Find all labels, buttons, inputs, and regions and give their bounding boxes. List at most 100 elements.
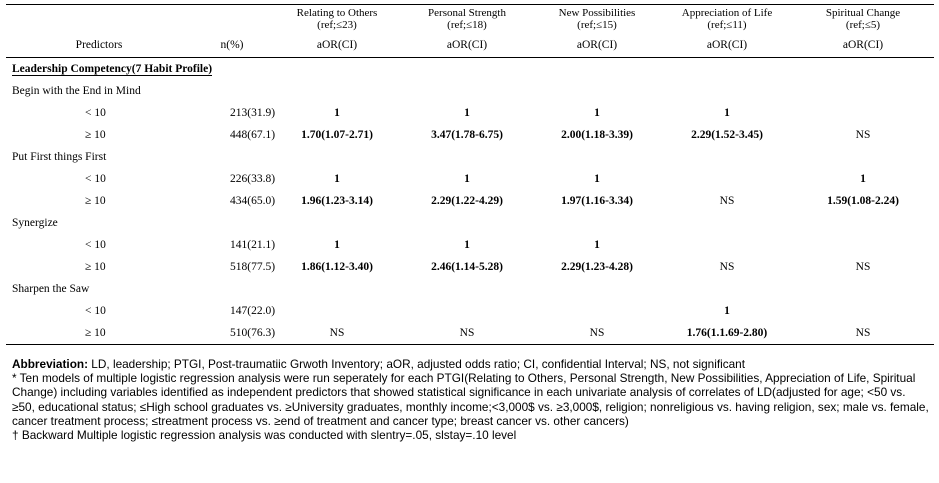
value-cell: 2.29(1.22-4.29) [431,195,503,207]
abbreviation-note: Abbreviation: LD, leadership; PTGI, Post… [12,357,930,371]
regression-table: Relating to Others (ref;≤23) Personal Str… [6,4,934,345]
group-name: Sharpen the Saw [12,283,90,295]
n-cell: 147(22.0) [230,305,276,317]
value-cell [792,234,934,256]
header-col-ref: (ref;≤15) [577,19,617,31]
value-cell: 1 [464,107,470,119]
value-cell [792,102,934,124]
header-row-stats: Predictors n(%) aOR(CI) aOR(CI) aOR(CI) … [6,33,934,58]
header-blank [6,5,192,34]
group-name: Begin with the End in Mind [12,85,141,97]
value-cell: 1.70(1.07-2.71) [301,129,373,141]
group-name: Put First things First [12,151,107,163]
n-cell: 213(31.9) [230,107,276,119]
header-col-name: Personal Strength [428,7,506,19]
value-cell: 1 [860,173,866,185]
header-stat: aOR(CI) [272,33,402,58]
n-cell: 448(67.1) [230,129,276,141]
header-col-name: Appreciation of Life [681,7,773,19]
table-notes: Abbreviation: LD, leadership; PTGI, Post… [12,357,930,442]
value-cell: 1 [594,239,600,251]
n-cell: 518(77.5) [230,261,276,273]
header-col-0: Relating to Others (ref;≤23) [272,5,402,34]
value-cell: NS [855,129,871,141]
level-cell: < 10 [85,239,106,251]
header-col-ref: (ref;≤5) [845,19,881,31]
value-cell: 2.29(1.52-3.45) [691,129,763,141]
footnote-backward: † Backward Multiple logistic regression … [12,428,517,443]
group-row: Synergize [6,212,934,234]
group-row: Sharpen the Saw [6,278,934,300]
value-cell: NS [402,322,532,345]
group-row: Put First things First [6,146,934,168]
value-cell [662,168,792,190]
value-cell: NS [532,322,662,345]
level-cell: ≥ 10 [85,195,106,207]
value-cell [532,300,662,322]
value-cell: 1 [594,107,600,119]
table-row: ≥ 10 510(76.3) NS NS NS 1.76(1.1.69-2.80… [6,322,934,345]
group-name: Synergize [12,217,58,229]
value-cell: NS [719,195,735,207]
header-predictors: Predictors [6,33,192,58]
table-row: < 10 226(33.8) 1 1 1 1 [6,168,934,190]
header-col-ref: (ref;≤18) [447,19,487,31]
value-cell: 1.59(1.08-2.24) [827,195,899,207]
n-cell: 141(21.1) [230,239,276,251]
header-col-4: Spiritual Change (ref;≤5) [792,5,934,34]
value-cell: 1.76(1.1.69-2.80) [662,322,792,345]
value-cell: 1 [334,239,340,251]
header-stat: aOR(CI) [532,33,662,58]
abbreviation-label: Abbreviation: [12,357,89,371]
value-cell [792,300,934,322]
group-row: Begin with the End in Mind [6,80,934,102]
header-stat: aOR(CI) [662,33,792,58]
value-cell: 1.86(1.12-3.40) [301,261,373,273]
value-cell [662,234,792,256]
level-cell: < 10 [85,107,106,119]
header-col-ref: (ref;≤23) [317,19,357,31]
level-cell: ≥ 10 [6,322,192,345]
footnote-models: * Ten models of multiple logistic regres… [12,371,929,428]
value-cell: NS [792,322,934,345]
header-row-outcomes: Relating to Others (ref;≤23) Personal Str… [6,4,934,34]
abbreviation-text: LD, leadership; PTGI, Post-traumatiic Gr… [88,357,746,371]
table-row: ≥ 10 434(65.0) 1.96(1.23-3.14) 2.29(1.22… [6,190,934,212]
header-col-ref: (ref;≤11) [707,19,747,31]
n-cell: 510(76.3) [192,322,275,345]
section-title: Leadership Competency(7 Habit Profile) [6,58,934,81]
table-row: < 10 147(22.0) 1 [6,300,934,322]
value-cell: 1 [334,107,340,119]
table-row: ≥ 10 448(67.1) 1.70(1.07-2.71) 3.47(1.78… [6,124,934,146]
header-blank [192,5,272,34]
header-stat: aOR(CI) [402,33,532,58]
value-cell: NS [719,261,735,273]
value-cell: 3.47(1.78-6.75) [431,129,503,141]
value-cell: 1 [594,173,600,185]
section-title-text: Leadership Competency(7 Habit Profile) [12,63,213,76]
n-cell: 434(65.0) [230,195,276,207]
section-row: Leadership Competency(7 Habit Profile) [6,58,934,81]
value-cell: 1.97(1.16-3.34) [561,195,633,207]
level-cell: ≥ 10 [85,129,106,141]
header-col-name: New Possibilities [558,7,636,19]
value-cell: 1.96(1.23-3.14) [301,195,373,207]
table-row: < 10 213(31.9) 1 1 1 1 [6,102,934,124]
n-cell: 226(33.8) [230,173,276,185]
value-cell: 1 [334,173,340,185]
header-n: n(%) [192,33,272,58]
table-row: ≥ 10 518(77.5) 1.86(1.12-3.40) 2.46(1.14… [6,256,934,278]
level-cell: ≥ 10 [85,261,106,273]
table-row: < 10 141(21.1) 1 1 1 [6,234,934,256]
value-cell [402,300,532,322]
header-col-2: New Possibilities (ref;≤15) [532,5,662,34]
value-cell: 1 [464,239,470,251]
level-cell: < 10 [85,305,106,317]
header-col-3: Appreciation of Life (ref;≤11) [662,5,792,34]
value-cell: NS [855,261,871,273]
value-cell: 1 [724,107,730,119]
value-cell [272,300,402,322]
value-cell: 2.29(1.23-4.28) [561,261,633,273]
value-cell: 1 [724,305,730,317]
